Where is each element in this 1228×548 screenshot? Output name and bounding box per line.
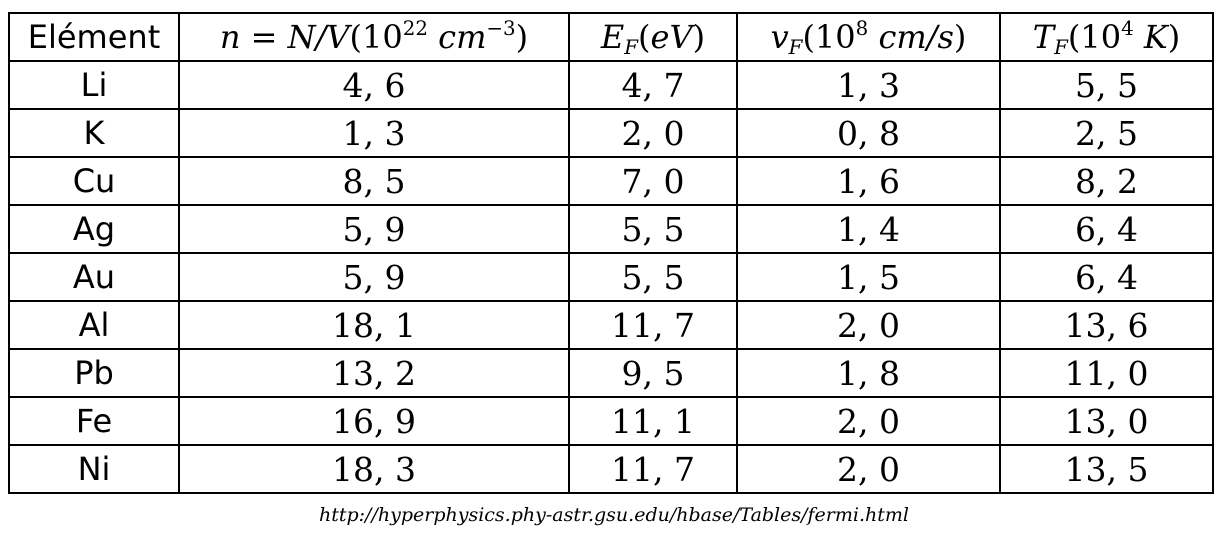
cell-element: Ag: [8, 204, 180, 254]
table-row: Fe 16, 9 11, 1 2, 0 13, 0: [8, 396, 1214, 446]
cell-fermi-temperature: 11, 0: [999, 348, 1214, 398]
cell-fermi-velocity: 1, 8: [736, 348, 1001, 398]
cell-fermi-velocity: 2, 0: [736, 396, 1001, 446]
cell-element: Pb: [8, 348, 180, 398]
cell-fermi-energy: 5, 5: [568, 204, 738, 254]
header-electron-density: n = N/V(1022 cm−3): [178, 12, 570, 62]
cell-electron-density: 4, 6: [178, 60, 570, 110]
cell-electron-density: 18, 3: [178, 444, 570, 494]
cell-fermi-temperature: 8, 2: [999, 156, 1214, 206]
cell-fermi-energy: 11, 7: [568, 300, 738, 350]
table-header-row: Elément n = N/V(1022 cm−3) EF(eV) vF(108…: [8, 12, 1214, 62]
cell-fermi-energy: 7, 0: [568, 156, 738, 206]
cell-fermi-energy: 5, 5: [568, 252, 738, 302]
cell-fermi-energy: 11, 7: [568, 444, 738, 494]
table-row: Au 5, 9 5, 5 1, 5 6, 4: [8, 252, 1214, 302]
table-row: Li 4, 6 4, 7 1, 3 5, 5: [8, 60, 1214, 110]
cell-fermi-velocity: 2, 0: [736, 444, 1001, 494]
cell-electron-density: 16, 9: [178, 396, 570, 446]
table-row: Al 18, 1 11, 7 2, 0 13, 6: [8, 300, 1214, 350]
cell-fermi-velocity: 2, 0: [736, 300, 1001, 350]
cell-element: Fe: [8, 396, 180, 446]
fermi-table-container: Elément n = N/V(1022 cm−3) EF(eV) vF(108…: [8, 12, 1214, 494]
cell-fermi-energy: 9, 5: [568, 348, 738, 398]
source-url: http://hyperphysics.phy-astr.gsu.edu/hba…: [318, 504, 909, 526]
cell-element: Cu: [8, 156, 180, 206]
cell-fermi-temperature: 13, 6: [999, 300, 1214, 350]
cell-element: Ni: [8, 444, 180, 494]
fermi-parameters-table: Elément n = N/V(1022 cm−3) EF(eV) vF(108…: [8, 12, 1214, 494]
header-fermi-velocity: vF(108 cm/s): [736, 12, 1001, 62]
table-row: Ag 5, 9 5, 5 1, 4 6, 4: [8, 204, 1214, 254]
table-row: Pb 13, 2 9, 5 1, 8 11, 0: [8, 348, 1214, 398]
cell-fermi-velocity: 1, 6: [736, 156, 1001, 206]
header-element: Elément: [8, 12, 180, 62]
cell-element: K: [8, 108, 180, 158]
cell-fermi-energy: 2, 0: [568, 108, 738, 158]
table-row: Ni 18, 3 11, 7 2, 0 13, 5: [8, 444, 1214, 494]
cell-fermi-energy: 4, 7: [568, 60, 738, 110]
cell-electron-density: 8, 5: [178, 156, 570, 206]
cell-fermi-temperature: 6, 4: [999, 204, 1214, 254]
cell-electron-density: 13, 2: [178, 348, 570, 398]
cell-fermi-velocity: 1, 4: [736, 204, 1001, 254]
cell-element: Al: [8, 300, 180, 350]
cell-fermi-velocity: 1, 3: [736, 60, 1001, 110]
cell-element: Li: [8, 60, 180, 110]
cell-fermi-temperature: 5, 5: [999, 60, 1214, 110]
header-fermi-energy: EF(eV): [568, 12, 738, 62]
cell-fermi-velocity: 0, 8: [736, 108, 1001, 158]
cell-fermi-velocity: 1, 5: [736, 252, 1001, 302]
cell-fermi-temperature: 6, 4: [999, 252, 1214, 302]
cell-electron-density: 5, 9: [178, 252, 570, 302]
cell-fermi-energy: 11, 1: [568, 396, 738, 446]
cell-fermi-temperature: 13, 0: [999, 396, 1214, 446]
cell-electron-density: 1, 3: [178, 108, 570, 158]
header-fermi-temperature: TF(104 K): [999, 12, 1214, 62]
cell-electron-density: 5, 9: [178, 204, 570, 254]
cell-fermi-temperature: 2, 5: [999, 108, 1214, 158]
table-row: K 1, 3 2, 0 0, 8 2, 5: [8, 108, 1214, 158]
cell-element: Au: [8, 252, 180, 302]
cell-fermi-temperature: 13, 5: [999, 444, 1214, 494]
cell-electron-density: 18, 1: [178, 300, 570, 350]
table-row: Cu 8, 5 7, 0 1, 6 8, 2: [8, 156, 1214, 206]
